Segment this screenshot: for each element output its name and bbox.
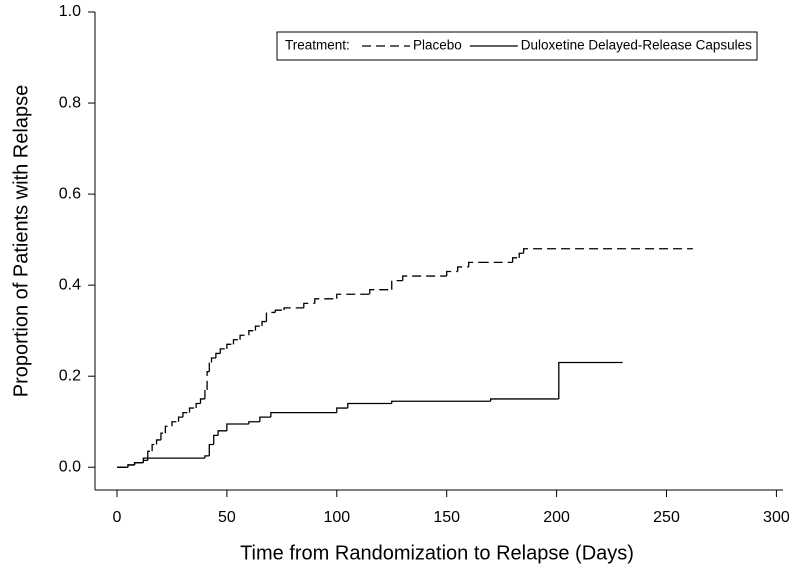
y-tick-label: 0.6 [59, 185, 81, 202]
step-segment [248, 421, 260, 424]
y-tick-label: 0.2 [59, 367, 81, 384]
step-segment [219, 348, 227, 354]
step-segment [171, 421, 179, 427]
step-segment [522, 248, 693, 254]
step-segment [490, 398, 557, 402]
x-tick-label: 300 [763, 509, 790, 526]
step-segment [208, 443, 214, 456]
x-tick-label: 0 [113, 509, 122, 526]
step-segment [206, 370, 210, 390]
step-segment [147, 457, 205, 461]
step-segment [468, 261, 480, 267]
step-segment [336, 293, 370, 299]
step-segment [518, 252, 524, 258]
step-segment [182, 411, 190, 418]
step-segment [402, 275, 447, 281]
step-segment [283, 307, 304, 311]
step-segment [213, 434, 219, 445]
step-segment [215, 352, 221, 358]
step-segment [270, 411, 337, 418]
x-tick-label: 100 [323, 509, 350, 526]
step-segment [511, 257, 520, 263]
step-segment [558, 361, 623, 399]
step-segment [457, 266, 469, 272]
step-segment [217, 430, 227, 436]
x-tick-label: 200 [543, 509, 570, 526]
step-segment [160, 432, 166, 440]
step-segment [155, 439, 161, 445]
y-tick-label: 1.0 [59, 3, 81, 20]
step-segment [164, 425, 172, 434]
step-segment [239, 334, 249, 340]
x-axis-label: Time from Randomization to Relapse (Days… [240, 542, 634, 564]
step-segment [265, 311, 276, 322]
step-segment [248, 330, 256, 336]
y-tick-label: 0.8 [59, 94, 81, 111]
step-segment [204, 389, 208, 399]
step-segment [446, 270, 458, 277]
step-segment [188, 407, 197, 413]
step-segment [226, 343, 234, 349]
step-segment [199, 398, 205, 404]
step-segment [208, 361, 212, 372]
step-segment [369, 289, 392, 295]
step-segment [261, 320, 267, 327]
step-segment [254, 325, 263, 331]
step-segment [314, 298, 337, 304]
legend-label: Placebo [413, 38, 462, 53]
step-segment [142, 459, 148, 463]
step-segment [274, 309, 285, 313]
step-segment [204, 455, 210, 459]
y-tick-label: 0.4 [59, 276, 81, 293]
step-segment [303, 302, 315, 308]
step-segment [336, 407, 348, 413]
step-segment [151, 443, 157, 452]
step-segment [259, 416, 271, 422]
step-segment [177, 416, 183, 422]
legend-title: Treatment: [285, 38, 350, 53]
x-tick-label: 150 [433, 509, 460, 526]
y-axis-label: Proportion of Patients with Relapse [10, 85, 32, 397]
legend-label: Duloxetine Delayed-Release Capsules [521, 38, 752, 53]
step-segment [226, 423, 249, 431]
step-segment [232, 339, 241, 345]
step-segment [391, 279, 403, 290]
y-tick-label: 0.0 [59, 458, 81, 475]
step-segment [391, 400, 491, 404]
x-tick-label: 50 [218, 509, 236, 526]
step-segment [133, 462, 144, 465]
step-segment [147, 450, 153, 459]
step-segment [195, 402, 201, 409]
x-tick-label: 250 [653, 509, 680, 526]
step-segment [210, 357, 216, 363]
step-segment [347, 402, 392, 409]
step-segment [127, 464, 135, 468]
